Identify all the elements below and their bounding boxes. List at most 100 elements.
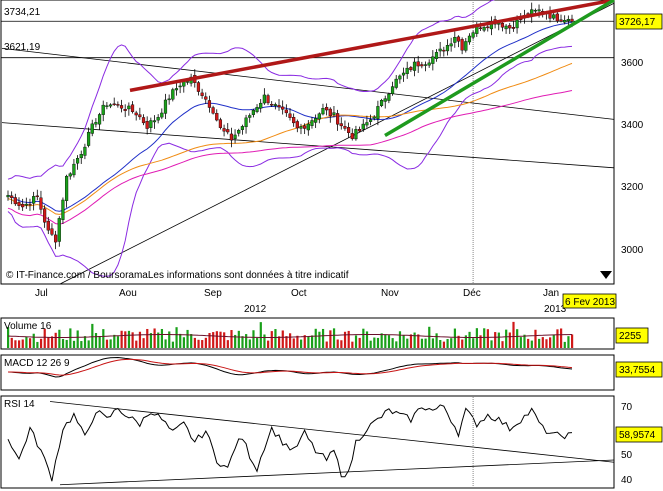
- candle: [72, 163, 76, 176]
- volume-bar: [475, 328, 478, 348]
- source-note: © IT-Finance.com / BoursoramaLes informa…: [6, 270, 349, 281]
- candle: [427, 62, 431, 66]
- candle: [504, 25, 508, 30]
- candle: [310, 120, 314, 126]
- candle: [336, 113, 340, 125]
- candle: [295, 121, 299, 129]
- candle: [328, 108, 332, 117]
- volume-bar: [256, 337, 259, 348]
- volume-bar: [376, 337, 380, 348]
- volume-bar: [241, 336, 244, 348]
- volume-bar: [365, 331, 369, 348]
- candle: [368, 119, 373, 122]
- candle: [563, 19, 567, 23]
- candle: [423, 64, 428, 66]
- volume-bar: [560, 328, 563, 348]
- candle: [431, 56, 435, 64]
- volume-bar: [109, 339, 112, 348]
- candle: [174, 88, 179, 91]
- volume-bar: [208, 333, 211, 348]
- volume-bar: [391, 338, 394, 348]
- volume-bar: [292, 338, 295, 348]
- volume-tag-text: 2255: [619, 331, 642, 342]
- candle: [50, 228, 54, 235]
- volume-bar: [193, 337, 196, 348]
- volume-bar: [406, 338, 409, 348]
- candle: [211, 107, 215, 114]
- candle: [365, 122, 369, 126]
- candle: [97, 114, 102, 125]
- volume-bar: [435, 333, 438, 348]
- candle: [379, 100, 384, 106]
- volume-bar: [354, 335, 358, 348]
- candle: [90, 123, 94, 134]
- candle: [453, 37, 457, 43]
- volume-bar: [296, 335, 299, 348]
- volume-bar: [501, 341, 504, 348]
- scroll-down-icon[interactable]: [600, 271, 612, 279]
- volume-bar: [47, 337, 50, 348]
- volume-label: Volume 16: [4, 321, 52, 332]
- rsi-label: RSI 14: [4, 399, 35, 410]
- x-label-oct: Oct: [291, 288, 307, 299]
- candle: [442, 49, 446, 52]
- candle: [17, 202, 21, 206]
- candle: [464, 41, 468, 51]
- volume-bar: [131, 332, 134, 348]
- candle: [262, 94, 266, 104]
- candle: [251, 109, 255, 115]
- volume-bar: [120, 330, 123, 348]
- candle: [196, 82, 201, 92]
- volume-bar: [164, 339, 167, 348]
- volume-bar: [175, 327, 178, 348]
- bollinger-upper: [7, 0, 496, 180]
- volume-bar: [534, 329, 537, 348]
- candle: [255, 107, 259, 112]
- volume-bar: [450, 338, 453, 348]
- price-panel: [0, 0, 615, 285]
- candle: [171, 89, 175, 100]
- volume-bar: [182, 337, 185, 348]
- volume-bar: [289, 333, 292, 348]
- candle: [449, 43, 453, 47]
- candle: [204, 96, 208, 100]
- moving-average-mid: [7, 62, 573, 215]
- candle: [303, 125, 307, 129]
- volume-bar: [61, 338, 65, 348]
- volume-bar: [453, 328, 457, 348]
- volume-bar: [424, 338, 427, 348]
- candle: [438, 48, 442, 52]
- volume-bar: [113, 334, 116, 348]
- candle: [533, 9, 537, 12]
- candle: [559, 19, 563, 22]
- volume-bar: [307, 336, 310, 348]
- volume-bar: [369, 340, 372, 348]
- volume-bar: [442, 341, 446, 348]
- candle: [101, 104, 105, 115]
- candle: [266, 95, 270, 104]
- candle: [277, 104, 281, 108]
- date-tag: [562, 293, 617, 309]
- volume-bar: [461, 339, 464, 348]
- volume-bar: [157, 332, 160, 348]
- volume-bar: [102, 329, 105, 348]
- candle: [94, 122, 98, 125]
- candle: [152, 120, 157, 123]
- candle: [13, 197, 17, 205]
- x-label-dec: Déc: [463, 288, 481, 299]
- candle: [200, 92, 204, 96]
- volume-bar: [245, 334, 248, 348]
- volume-bar: [190, 334, 193, 348]
- candle: [398, 75, 402, 80]
- volume-bar: [538, 338, 541, 348]
- rsi-tick-70: 70: [621, 402, 633, 413]
- volume-bar: [310, 335, 314, 348]
- candle: [207, 100, 212, 108]
- volume-bar: [237, 330, 240, 348]
- volume-bar: [267, 340, 270, 348]
- volume-bar: [270, 331, 273, 348]
- candle: [237, 129, 241, 134]
- volume-bar: [541, 337, 544, 348]
- candle: [215, 113, 219, 121]
- candle: [119, 105, 124, 109]
